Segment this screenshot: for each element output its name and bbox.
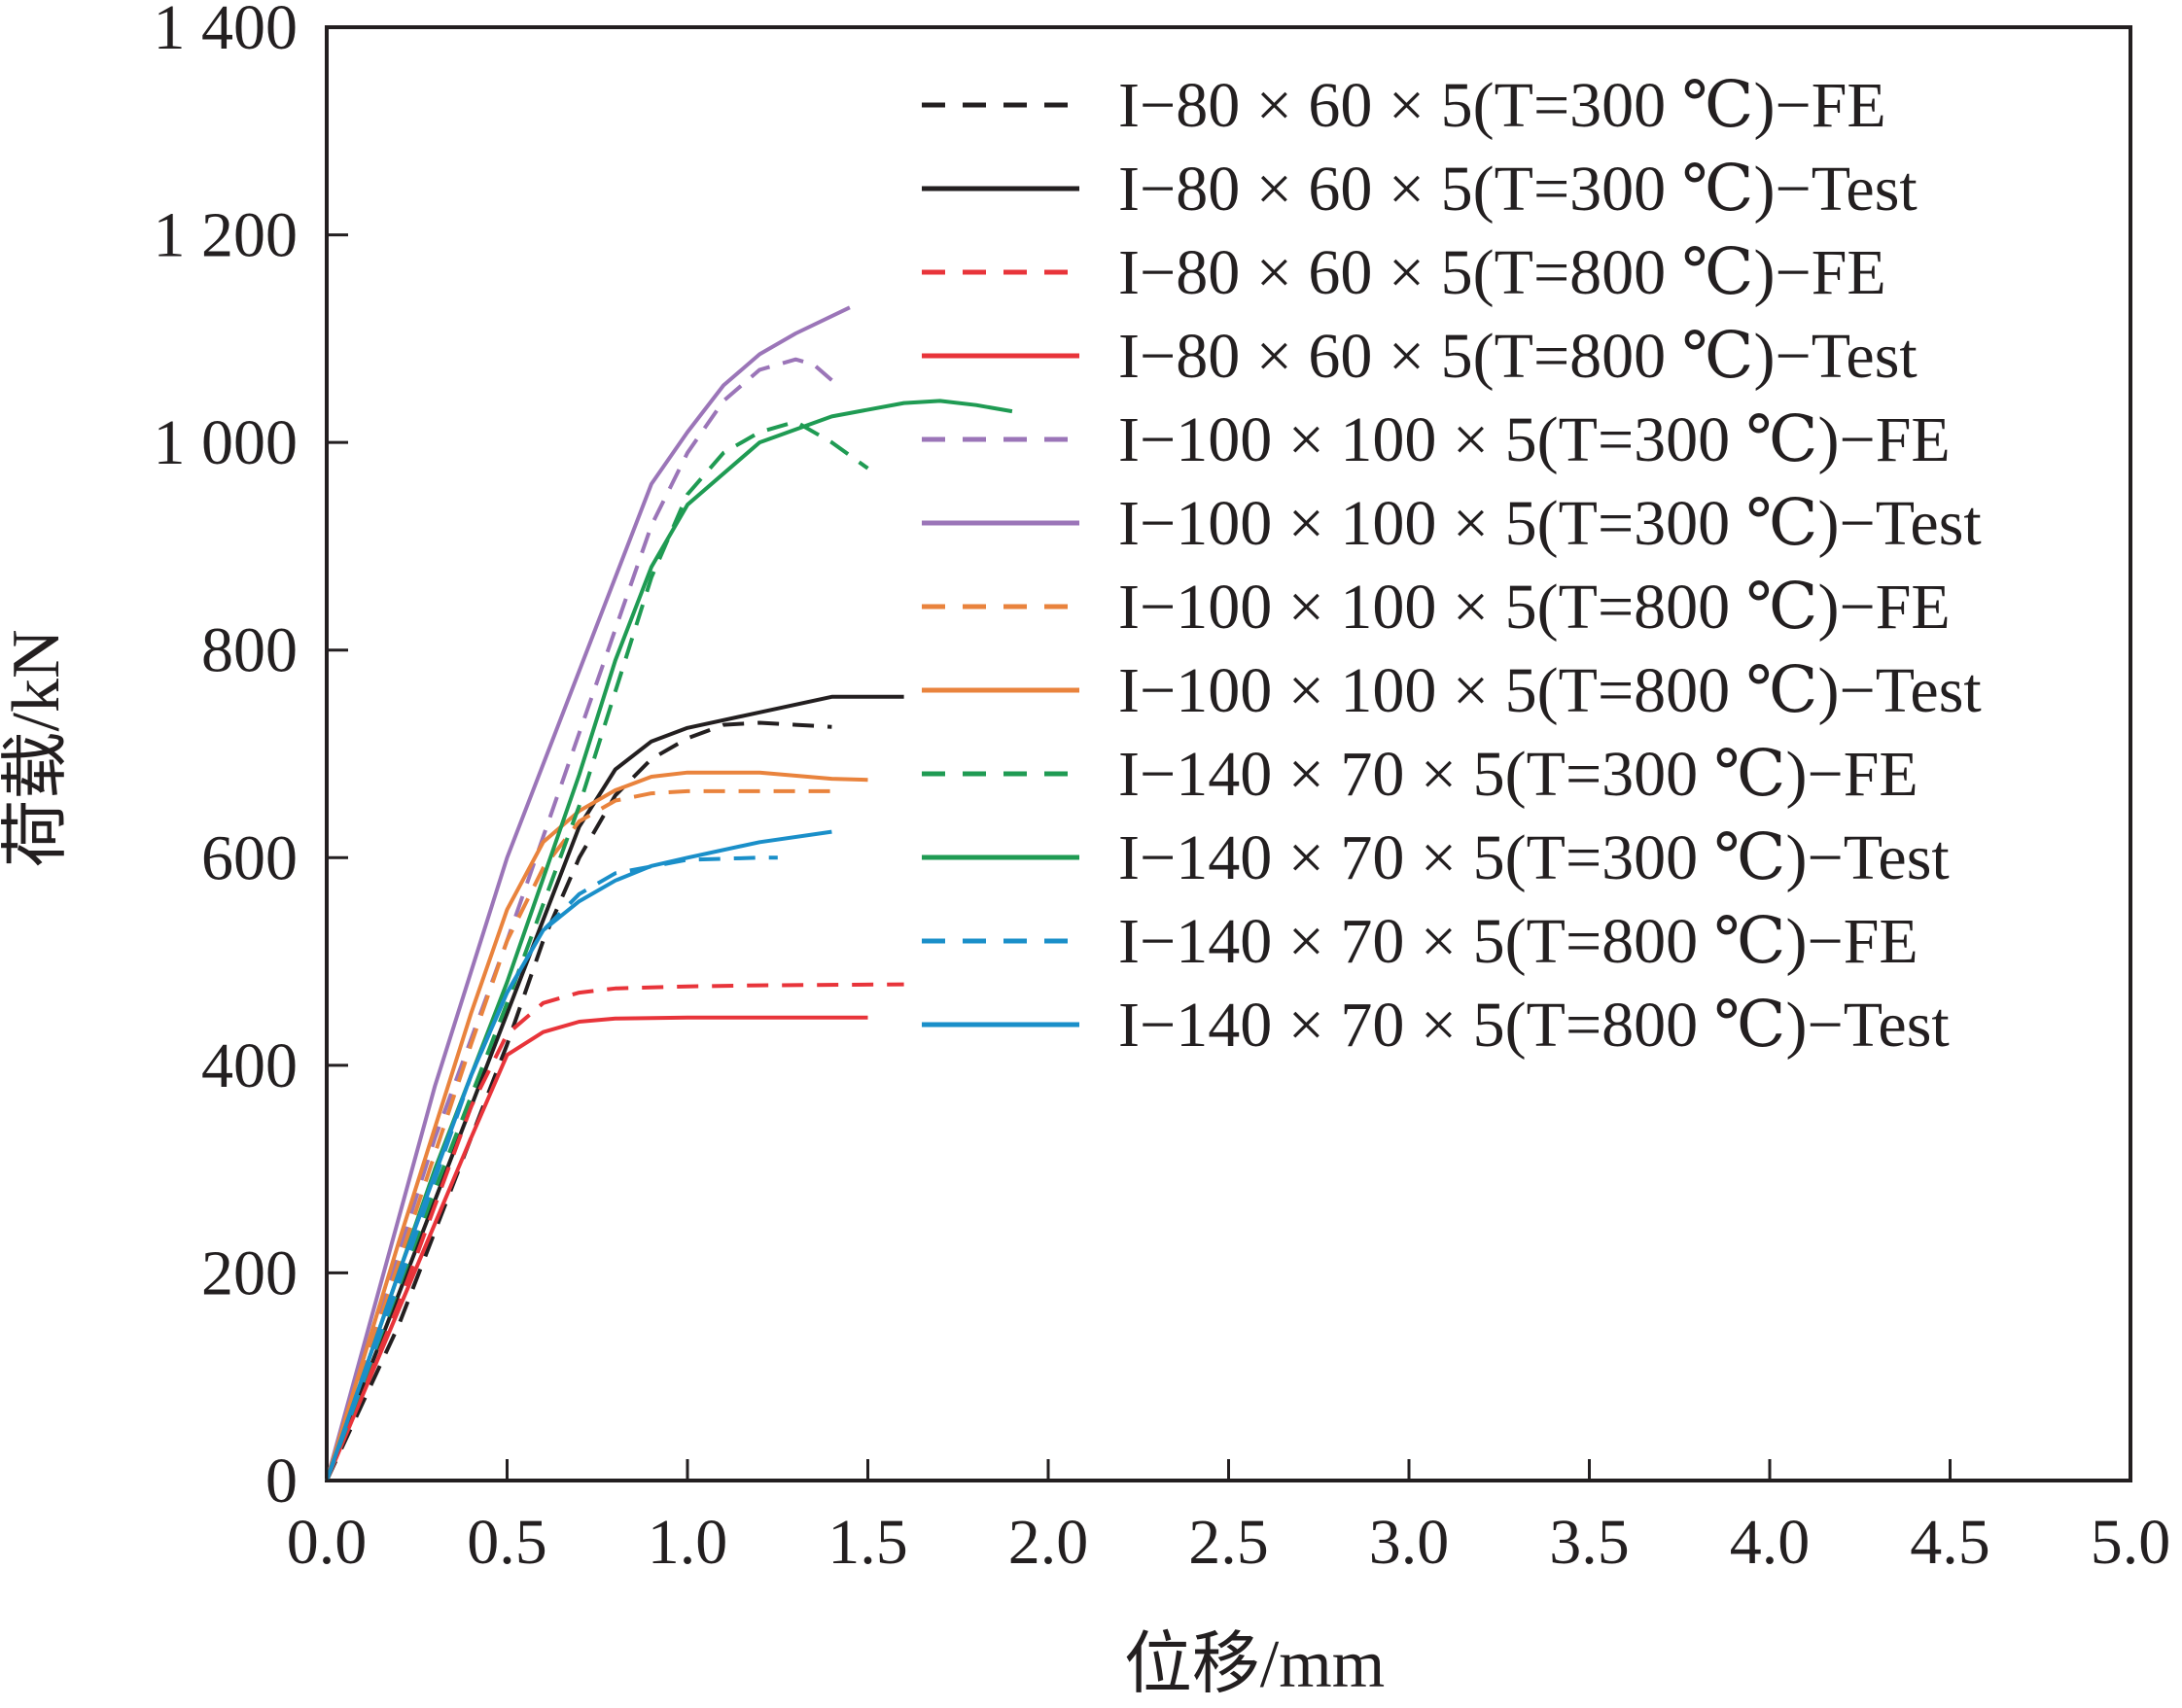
x-axis-title: 位移/mm [1124,1627,1385,1702]
series-line-11 [325,855,778,1481]
axes-layer: 0.0 0.5 1.0 1.5 2.0 2.5 3.0 3.5 4.0 4.5 5.0 0 200 400… [154,0,2171,1578]
legend-label: I−80 × 60 × 5(T=300 ℃)−FE [1118,70,1886,141]
y-tick-label: 1 000 [154,407,299,478]
series-line-6 [325,305,851,1481]
x-tick-label: 0.5 [467,1507,547,1578]
legend-label: I−80 × 60 × 5(T=800 ℃)−Test [1118,321,1918,392]
x-tick-label: 3.0 [1369,1507,1450,1578]
x-tick-label: 0.0 [287,1507,368,1578]
legend-label: I−140 × 70 × 5(T=300 ℃)−FE [1118,739,1918,810]
series-line-9 [325,419,869,1481]
x-tick-label: 5.0 [2091,1507,2171,1578]
legend-label: I−100 × 100 × 5(T=800 ℃)−Test [1118,655,1982,726]
series-layer [325,305,1013,1481]
y-tick-label: 1 400 [154,0,299,63]
legend: I−80 × 60 × 5(T=300 ℃)−FE I−80 × 60 × 5(T… [922,70,1982,1061]
y-tick-label: 200 [201,1237,298,1308]
x-tick-label: 4.0 [1730,1507,1811,1578]
series-line-12 [325,829,832,1481]
y-axis-title: 荷载/kN [0,630,74,868]
series-line-2 [325,694,904,1481]
x-tick-label: 1.0 [648,1507,728,1578]
series-line-7 [325,788,832,1481]
legend-label: I−80 × 60 × 5(T=800 ℃)−FE [1118,237,1886,308]
legend-label: I−100 × 100 × 5(T=800 ℃)−FE [1118,572,1951,643]
x-tick-label: 3.5 [1549,1507,1630,1578]
y-tick-label: 800 [201,615,298,686]
series-line-10 [325,399,1013,1481]
legend-label: I−140 × 70 × 5(T=300 ℃)−Test [1118,822,1950,893]
legend-label: I−100 × 100 × 5(T=300 ℃)−Test [1118,488,1982,559]
series-line-1 [325,720,832,1481]
y-tick-label: 1 200 [154,200,299,271]
legend-label: I−80 × 60 × 5(T=300 ℃)−Test [1118,154,1918,225]
series-line-8 [325,770,868,1481]
x-tick-label: 4.5 [1910,1507,1990,1578]
series-line-4 [325,1015,868,1481]
y-tick-label: 0 [265,1446,298,1516]
legend-label: I−140 × 70 × 5(T=800 ℃)−FE [1118,906,1918,977]
x-tick-label: 2.5 [1188,1507,1269,1578]
x-tick-label: 1.5 [827,1507,908,1578]
series-line-3 [325,982,904,1481]
x-tick-label: 2.0 [1008,1507,1089,1578]
legend-label: I−140 × 70 × 5(T=800 ℃)−Test [1118,990,1950,1061]
y-tick-label: 600 [201,822,298,893]
y-tick-label: 400 [201,1030,298,1101]
legend-label: I−100 × 100 × 5(T=300 ℃)−FE [1118,404,1951,475]
